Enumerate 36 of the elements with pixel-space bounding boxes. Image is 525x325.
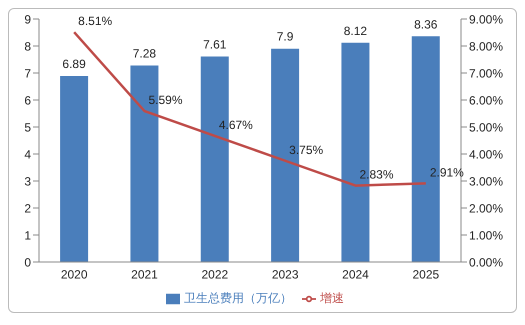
y-tick-label: 7 — [24, 66, 32, 80]
data-label: 8.12 — [344, 24, 368, 38]
y2-tick-label: 6.00% — [469, 93, 504, 108]
y-tick-label: 5 — [24, 120, 32, 134]
y2-tick-label: 0.00% — [469, 255, 504, 270]
y-tick-label: 6 — [24, 93, 32, 108]
bar — [60, 76, 88, 262]
y-tick-label: 9 — [24, 12, 32, 26]
y2-tick-label: 8.00% — [469, 39, 504, 54]
y2-tick-label: 4.00% — [469, 147, 504, 162]
x-tick-label: 2025 — [412, 268, 440, 282]
y-tick-label: 0 — [24, 255, 32, 270]
x-tick-label: 2020 — [60, 268, 88, 282]
y2-tick-label: 5.00% — [469, 120, 504, 134]
y2-tick-label: 3.00% — [469, 174, 504, 188]
legend-label: 卫生总费用（万亿） — [184, 291, 292, 305]
data-label: 7.61 — [203, 38, 227, 52]
y2-tick-label: 9.00% — [469, 12, 504, 26]
x-tick-label: 2023 — [272, 268, 299, 282]
y2-tick-label: 7.00% — [469, 66, 504, 80]
data-label: 8.51% — [78, 14, 113, 28]
y-tick-label: 1 — [24, 228, 32, 242]
y-tick-label: 4 — [24, 147, 32, 162]
data-label: 7.9 — [276, 30, 294, 44]
x-tick-label: 2021 — [131, 268, 158, 282]
data-label: 6.89 — [62, 56, 86, 71]
x-tick-label: 2022 — [201, 268, 229, 282]
y2-tick-label: 2.00% — [469, 201, 504, 216]
data-label: 7.28 — [132, 46, 156, 60]
y-tick-label: 8 — [24, 39, 32, 54]
y-tick-label: 3 — [24, 174, 32, 188]
legend-label: 增速 — [320, 291, 344, 305]
y-tick-label: 2 — [24, 201, 32, 216]
x-tick-label: 2024 — [342, 268, 370, 282]
y2-tick-label: 1.00% — [469, 228, 504, 242]
data-label: 8.36 — [414, 17, 438, 32]
